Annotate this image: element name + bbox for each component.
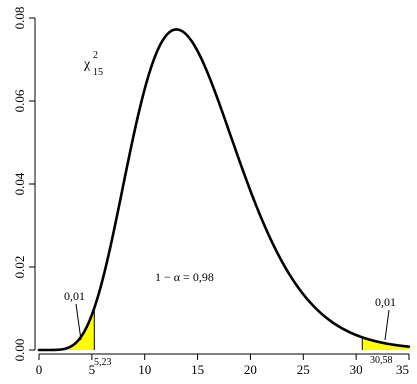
right-critical-label: 30,58 [370, 355, 393, 366]
x-tick-label: 30 [350, 362, 363, 377]
chi-subscript: 15 [93, 67, 103, 78]
x-axis-ticks: 0 5 10 15 20 25 30 35 [36, 354, 410, 377]
chi-superscript: 2 [93, 50, 98, 61]
x-tick-label: 10 [138, 362, 151, 377]
density-curve [37, 28, 411, 352]
x-tick-label: 0 [36, 362, 43, 377]
right-tail-pointer [384, 309, 390, 341]
right-tail-label: 0,01 [375, 295, 396, 309]
central-probability-label: 1 − α = 0,98 [155, 270, 214, 284]
x-tick-label: 35 [396, 362, 409, 377]
y-axis-ticks: 0.00 0.02 0.04 0.06 0.08 [12, 7, 35, 362]
x-tick-label: 25 [297, 362, 310, 377]
chi-symbol: χ [83, 57, 91, 72]
x-tick-label: 20 [244, 362, 257, 377]
x-tick-label: 5 [89, 362, 96, 377]
distribution-symbol: χ 2 15 [83, 50, 103, 78]
y-tick-label: 0.00 [12, 339, 27, 362]
left-tail-pointer [75, 303, 82, 341]
left-critical-label: 5,23 [94, 357, 112, 368]
y-tick-label: 0.04 [12, 172, 27, 195]
y-tick-label: 0.08 [12, 7, 27, 30]
y-tick-label: 0.06 [12, 89, 27, 112]
x-tick-label: 15 [191, 362, 204, 377]
left-tail-label: 0,01 [64, 289, 85, 303]
y-tick-label: 0.02 [12, 256, 27, 279]
